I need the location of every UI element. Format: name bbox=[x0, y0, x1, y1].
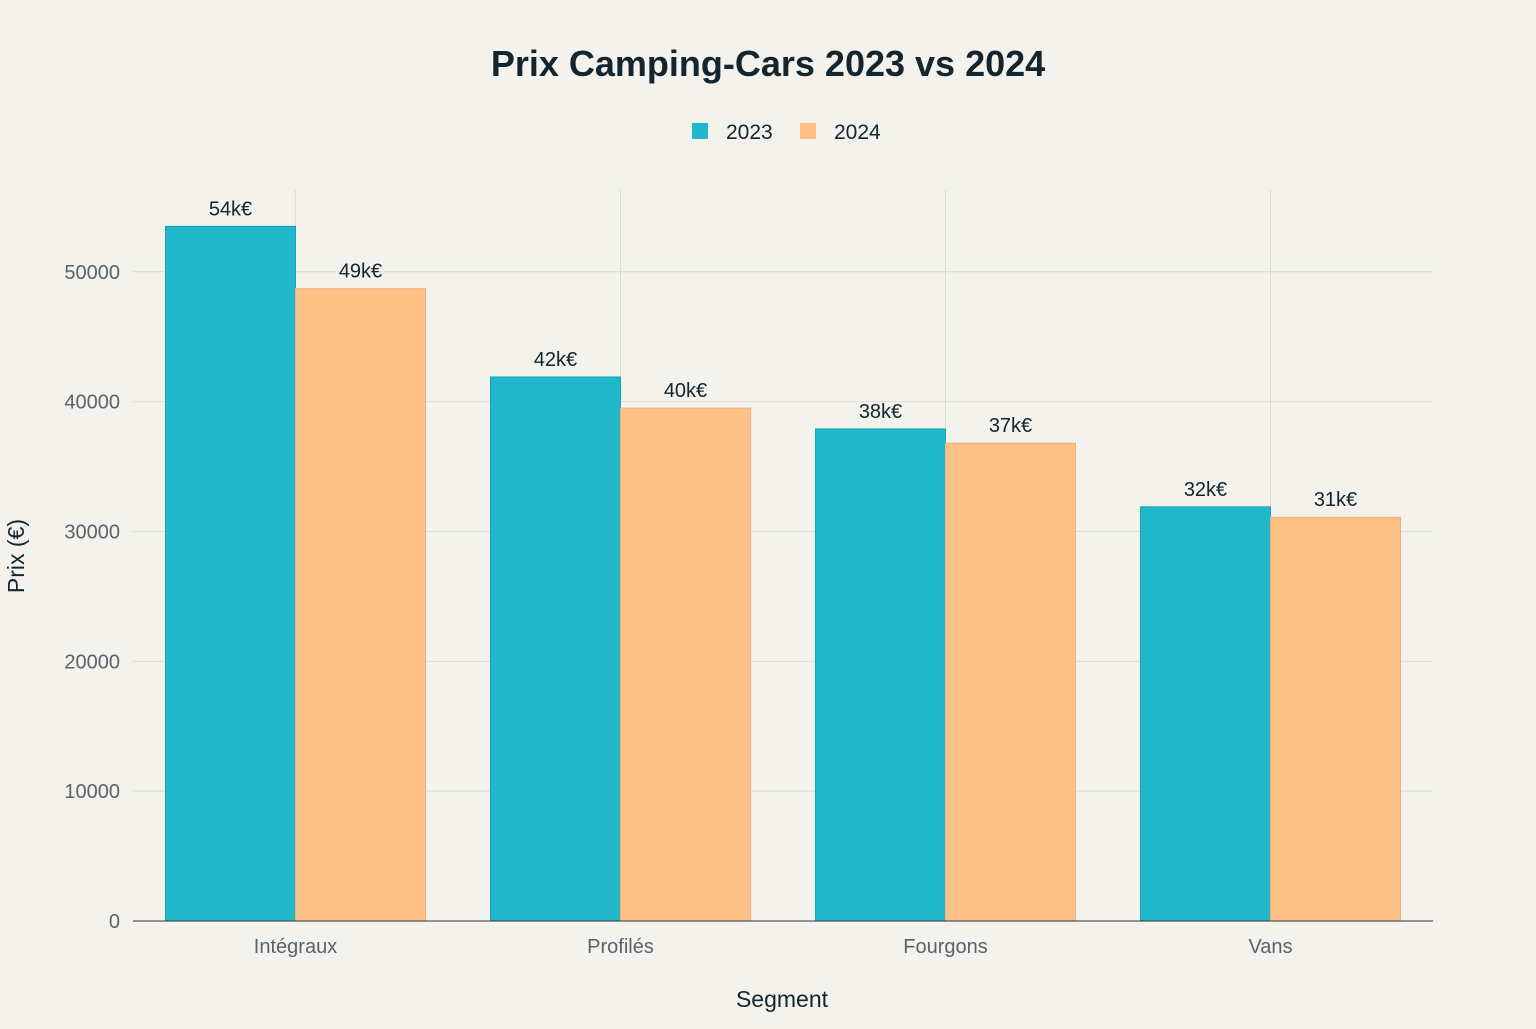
bar-2024-Intégraux bbox=[295, 288, 426, 922]
data-label: 31k€ bbox=[1314, 489, 1357, 511]
y-tick-label: 10000 bbox=[64, 781, 120, 803]
y-tick-label: 30000 bbox=[64, 521, 120, 543]
data-labels: 54k€ 49k€ 42k€ 40k€ 38k€ 37k€ 32k€ 31k€ bbox=[209, 198, 1357, 511]
y-tick-label: 40000 bbox=[64, 392, 120, 414]
x-tick-label: Profilés bbox=[587, 936, 654, 958]
x-tick-label: Intégraux bbox=[254, 936, 337, 958]
data-label: 32k€ bbox=[1184, 479, 1227, 501]
legend-swatch-2023 bbox=[692, 123, 708, 139]
bar-2023-Fourgons bbox=[815, 428, 946, 922]
bar-2023-Intégraux bbox=[165, 225, 296, 922]
bar-2023-Profilés bbox=[490, 376, 621, 922]
data-label: 40k€ bbox=[664, 380, 707, 402]
y-tick-label: 20000 bbox=[64, 651, 120, 673]
data-label: 54k€ bbox=[209, 198, 252, 220]
axes: 0 10000 20000 30000 40000 50000 Intégraux Profi… bbox=[64, 262, 1433, 958]
x-axis-label: Segment bbox=[736, 986, 829, 1012]
legend-swatch-2024 bbox=[800, 123, 816, 139]
y-tick-label: 50000 bbox=[64, 262, 120, 284]
data-label: 49k€ bbox=[339, 261, 382, 283]
data-label: 42k€ bbox=[534, 349, 577, 371]
legend-label[interactable]: 2023 bbox=[726, 121, 773, 144]
bar-2024-Profilés bbox=[620, 407, 751, 922]
bar-2023-Vans bbox=[1140, 506, 1271, 922]
data-label: 38k€ bbox=[859, 401, 902, 423]
y-tick-label: 0 bbox=[109, 911, 120, 933]
bar-2024-Fourgons bbox=[945, 442, 1076, 922]
x-tick-label: Vans bbox=[1248, 936, 1292, 958]
legend-label[interactable]: 2024 bbox=[834, 121, 881, 144]
x-tick-label: Fourgons bbox=[903, 936, 988, 958]
y-axis-label: Prix (€) bbox=[3, 519, 29, 593]
chart-title: Prix Camping-Cars 2023 vs 2024 bbox=[491, 43, 1045, 84]
bars bbox=[165, 225, 1401, 922]
bar-2024-Vans bbox=[1270, 516, 1401, 922]
legend: 2023 2024 bbox=[692, 121, 881, 144]
data-label: 37k€ bbox=[989, 415, 1032, 437]
